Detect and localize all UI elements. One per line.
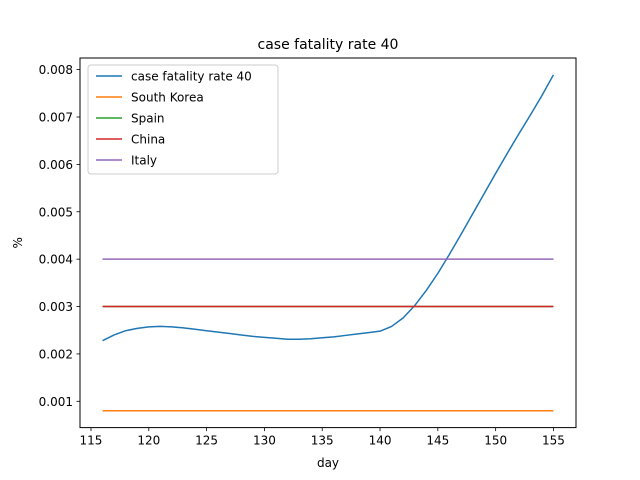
legend-label: Italy [131, 154, 157, 168]
x-axis-label: day [317, 456, 339, 470]
y-axis: 0.001 0.002 0.003 0.004 0.005 0.006 0.007 0.008 [39, 63, 80, 409]
y-tick-label: 0.008 [39, 63, 73, 77]
x-tick-label: 155 [542, 434, 565, 448]
legend-label: Spain [131, 112, 165, 126]
y-tick-label: 0.002 [39, 347, 73, 361]
series-line-case-fatality-rate-40 [102, 74, 555, 342]
x-tick-label: 120 [137, 434, 160, 448]
x-tick-label: 135 [311, 434, 334, 448]
y-tick-label: 0.003 [39, 300, 73, 314]
x-tick-label: 145 [426, 434, 449, 448]
x-tick-label: 140 [369, 434, 392, 448]
legend-label: China [131, 133, 165, 147]
legend-label: case fatality rate 40 [131, 70, 252, 84]
y-tick-label: 0.007 [39, 110, 73, 124]
y-tick-label: 0.005 [39, 205, 73, 219]
x-tick-label: 130 [253, 434, 276, 448]
legend-label: South Korea [131, 91, 204, 105]
x-axis: 115 120 125 130 135 140 145 150 155 [80, 427, 565, 448]
y-axis-label: % [11, 237, 25, 248]
plot-frame [79, 57, 577, 429]
x-tick-label: 115 [80, 434, 103, 448]
chart-title: case fatality rate 40 [258, 37, 399, 53]
x-tick-label: 125 [195, 434, 218, 448]
series-layer [102, 74, 555, 412]
legend: case fatality rate 40 South Korea Spain Chi… [87, 64, 279, 175]
legend-box [87, 64, 279, 175]
x-tick-label: 150 [484, 434, 507, 448]
y-tick-label: 0.001 [39, 395, 73, 409]
y-tick-label: 0.004 [39, 253, 73, 267]
y-tick-label: 0.006 [39, 158, 73, 172]
